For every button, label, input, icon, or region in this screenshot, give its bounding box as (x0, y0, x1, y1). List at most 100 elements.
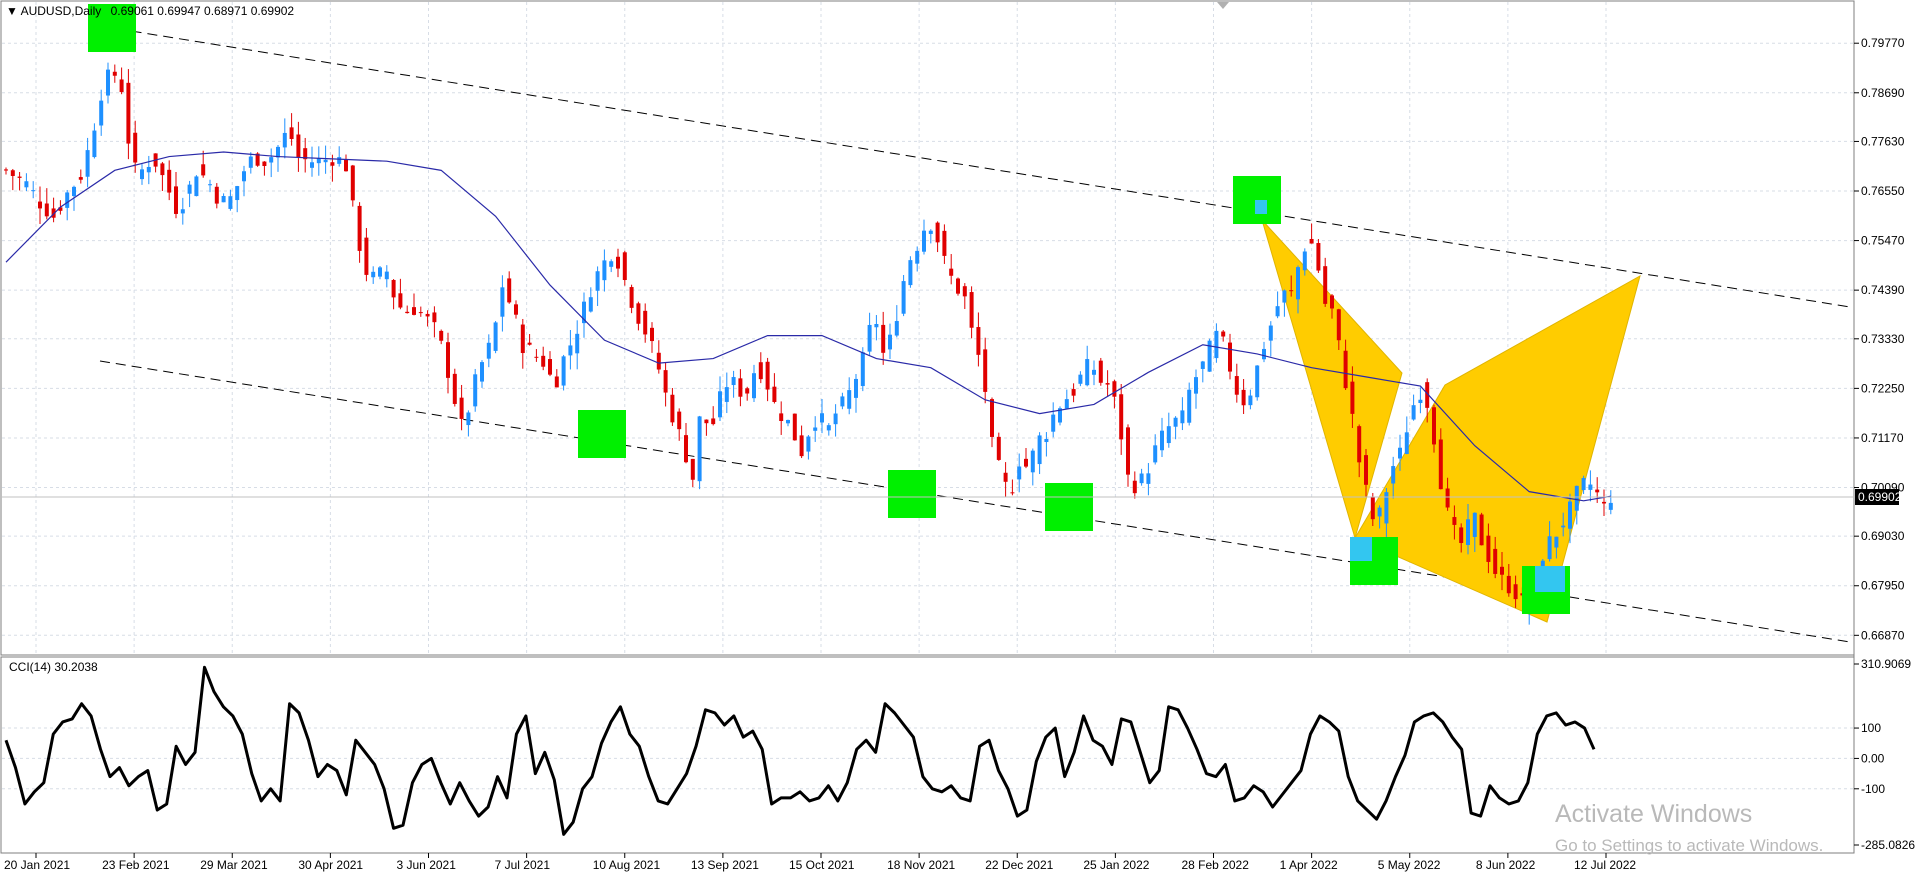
candle-body (214, 186, 219, 204)
pivot-marker-6-inner (1350, 537, 1372, 561)
candle-body (452, 373, 457, 404)
candle-body (1262, 348, 1266, 360)
candle-body (439, 330, 444, 341)
candle-body (1364, 455, 1368, 485)
candle-body (731, 377, 736, 386)
candle-body (1568, 501, 1572, 529)
candle-body (738, 378, 743, 397)
candle-body (330, 162, 335, 166)
candle-body (1187, 389, 1192, 423)
pivot-marker-3[interactable] (888, 470, 936, 518)
pivot-marker-1[interactable] (88, 4, 136, 52)
candle-body (820, 413, 824, 423)
date-tick-label: 28 Feb 2022 (1182, 858, 1250, 872)
date-tick-label: 5 May 2022 (1378, 858, 1441, 872)
symbol-header: ▼ AUDUSD,Daily 0.69061 0.69947 0.68971 0… (6, 4, 294, 18)
shift-marker-icon[interactable] (1217, 2, 1229, 9)
candle-body (765, 361, 770, 390)
candle-body (1166, 426, 1171, 444)
candle-body (425, 313, 430, 317)
candle-body (874, 324, 879, 328)
candle-body (140, 169, 144, 180)
date-tick-label: 25 Jan 2022 (1083, 858, 1149, 872)
cci-header: CCI(14) 30.2038 (9, 660, 98, 674)
candle-body (1595, 489, 1600, 493)
price-tick-label: 0.72250 (1861, 381, 1905, 395)
candle-body (1493, 548, 1498, 574)
harmonic-triangle-bcd[interactable] (1354, 274, 1641, 623)
candle-body (371, 271, 376, 278)
date-axis[interactable]: 20 Jan 2021 23 Feb 2021 29 Mar 2021 30 Apr … (4, 853, 1636, 872)
candle-body (99, 100, 104, 126)
candle-body (711, 418, 716, 425)
candle-body (106, 69, 110, 96)
candle-body (745, 388, 750, 394)
candle-body (962, 286, 967, 297)
candle-body (133, 132, 138, 163)
candle-body (221, 196, 226, 203)
candle-body (840, 396, 845, 407)
candle-body (160, 163, 165, 176)
candle-body (310, 162, 314, 168)
candle-body (595, 271, 600, 291)
candle-body (629, 287, 634, 308)
candle-body (1010, 492, 1015, 494)
candle-body (44, 203, 49, 217)
candle-body (1119, 394, 1124, 440)
candle-body (1486, 535, 1491, 562)
collapse-arrow-icon[interactable]: ▼ (6, 4, 18, 18)
candle-body (901, 281, 906, 314)
candle-body (1289, 290, 1294, 292)
channel-upper-line[interactable] (99, 25, 1851, 308)
pivot-marker-2[interactable] (578, 410, 626, 458)
date-tick-label: 3 Jun 2021 (397, 858, 457, 872)
candle-body (1234, 376, 1239, 395)
candle-body (1173, 417, 1178, 427)
candle-body (677, 411, 682, 430)
candle-body (24, 181, 29, 188)
cci-tick-label: -100 (1861, 782, 1885, 796)
candle-body (1248, 395, 1253, 406)
candle-body (235, 186, 240, 201)
candle-body (602, 260, 607, 281)
candle-body (303, 148, 308, 160)
candle-body (228, 196, 233, 209)
date-tick-label: 10 Aug 2021 (593, 858, 661, 872)
candle-body (1398, 447, 1402, 459)
candle-body (1574, 485, 1579, 511)
candle-body (1092, 369, 1096, 375)
candle-body (316, 158, 321, 164)
candle-body (112, 71, 117, 76)
candle-body (92, 130, 97, 158)
candle-body (806, 436, 811, 452)
candle-body (684, 435, 688, 463)
candle-body (1316, 243, 1321, 271)
candle-body (1302, 251, 1307, 271)
candle-body (1044, 438, 1049, 443)
candle-body (378, 267, 382, 277)
candle-body (384, 271, 389, 280)
candle-body (1200, 361, 1205, 369)
pivot-marker-4[interactable] (1045, 483, 1093, 531)
candle-body (1153, 445, 1158, 463)
price-tick-label: 0.69030 (1861, 529, 1905, 543)
candle-body (446, 342, 450, 378)
harmonic-pattern[interactable] (1261, 219, 1641, 623)
candle-body (996, 436, 1001, 460)
date-tick-label: 20 Jan 2021 (4, 858, 70, 872)
candle-body (854, 378, 858, 398)
price-tick-label: 0.79770 (1861, 36, 1905, 50)
price-axis[interactable]: 0.79770 0.78690 0.77630 0.76550 0.75470 0.743… (1854, 36, 1905, 642)
candle-body (922, 230, 926, 252)
candle-body (622, 252, 627, 280)
candle-body (194, 176, 199, 197)
candle-body (1357, 426, 1362, 463)
candle-body (894, 321, 899, 336)
candle-body (357, 205, 362, 251)
candle-body (1207, 340, 1212, 372)
candle-body (575, 333, 580, 354)
candle-body (1180, 410, 1185, 424)
cci-axis[interactable]: 310.9069 100 0.00 -100 -285.0826 (1854, 657, 1915, 852)
